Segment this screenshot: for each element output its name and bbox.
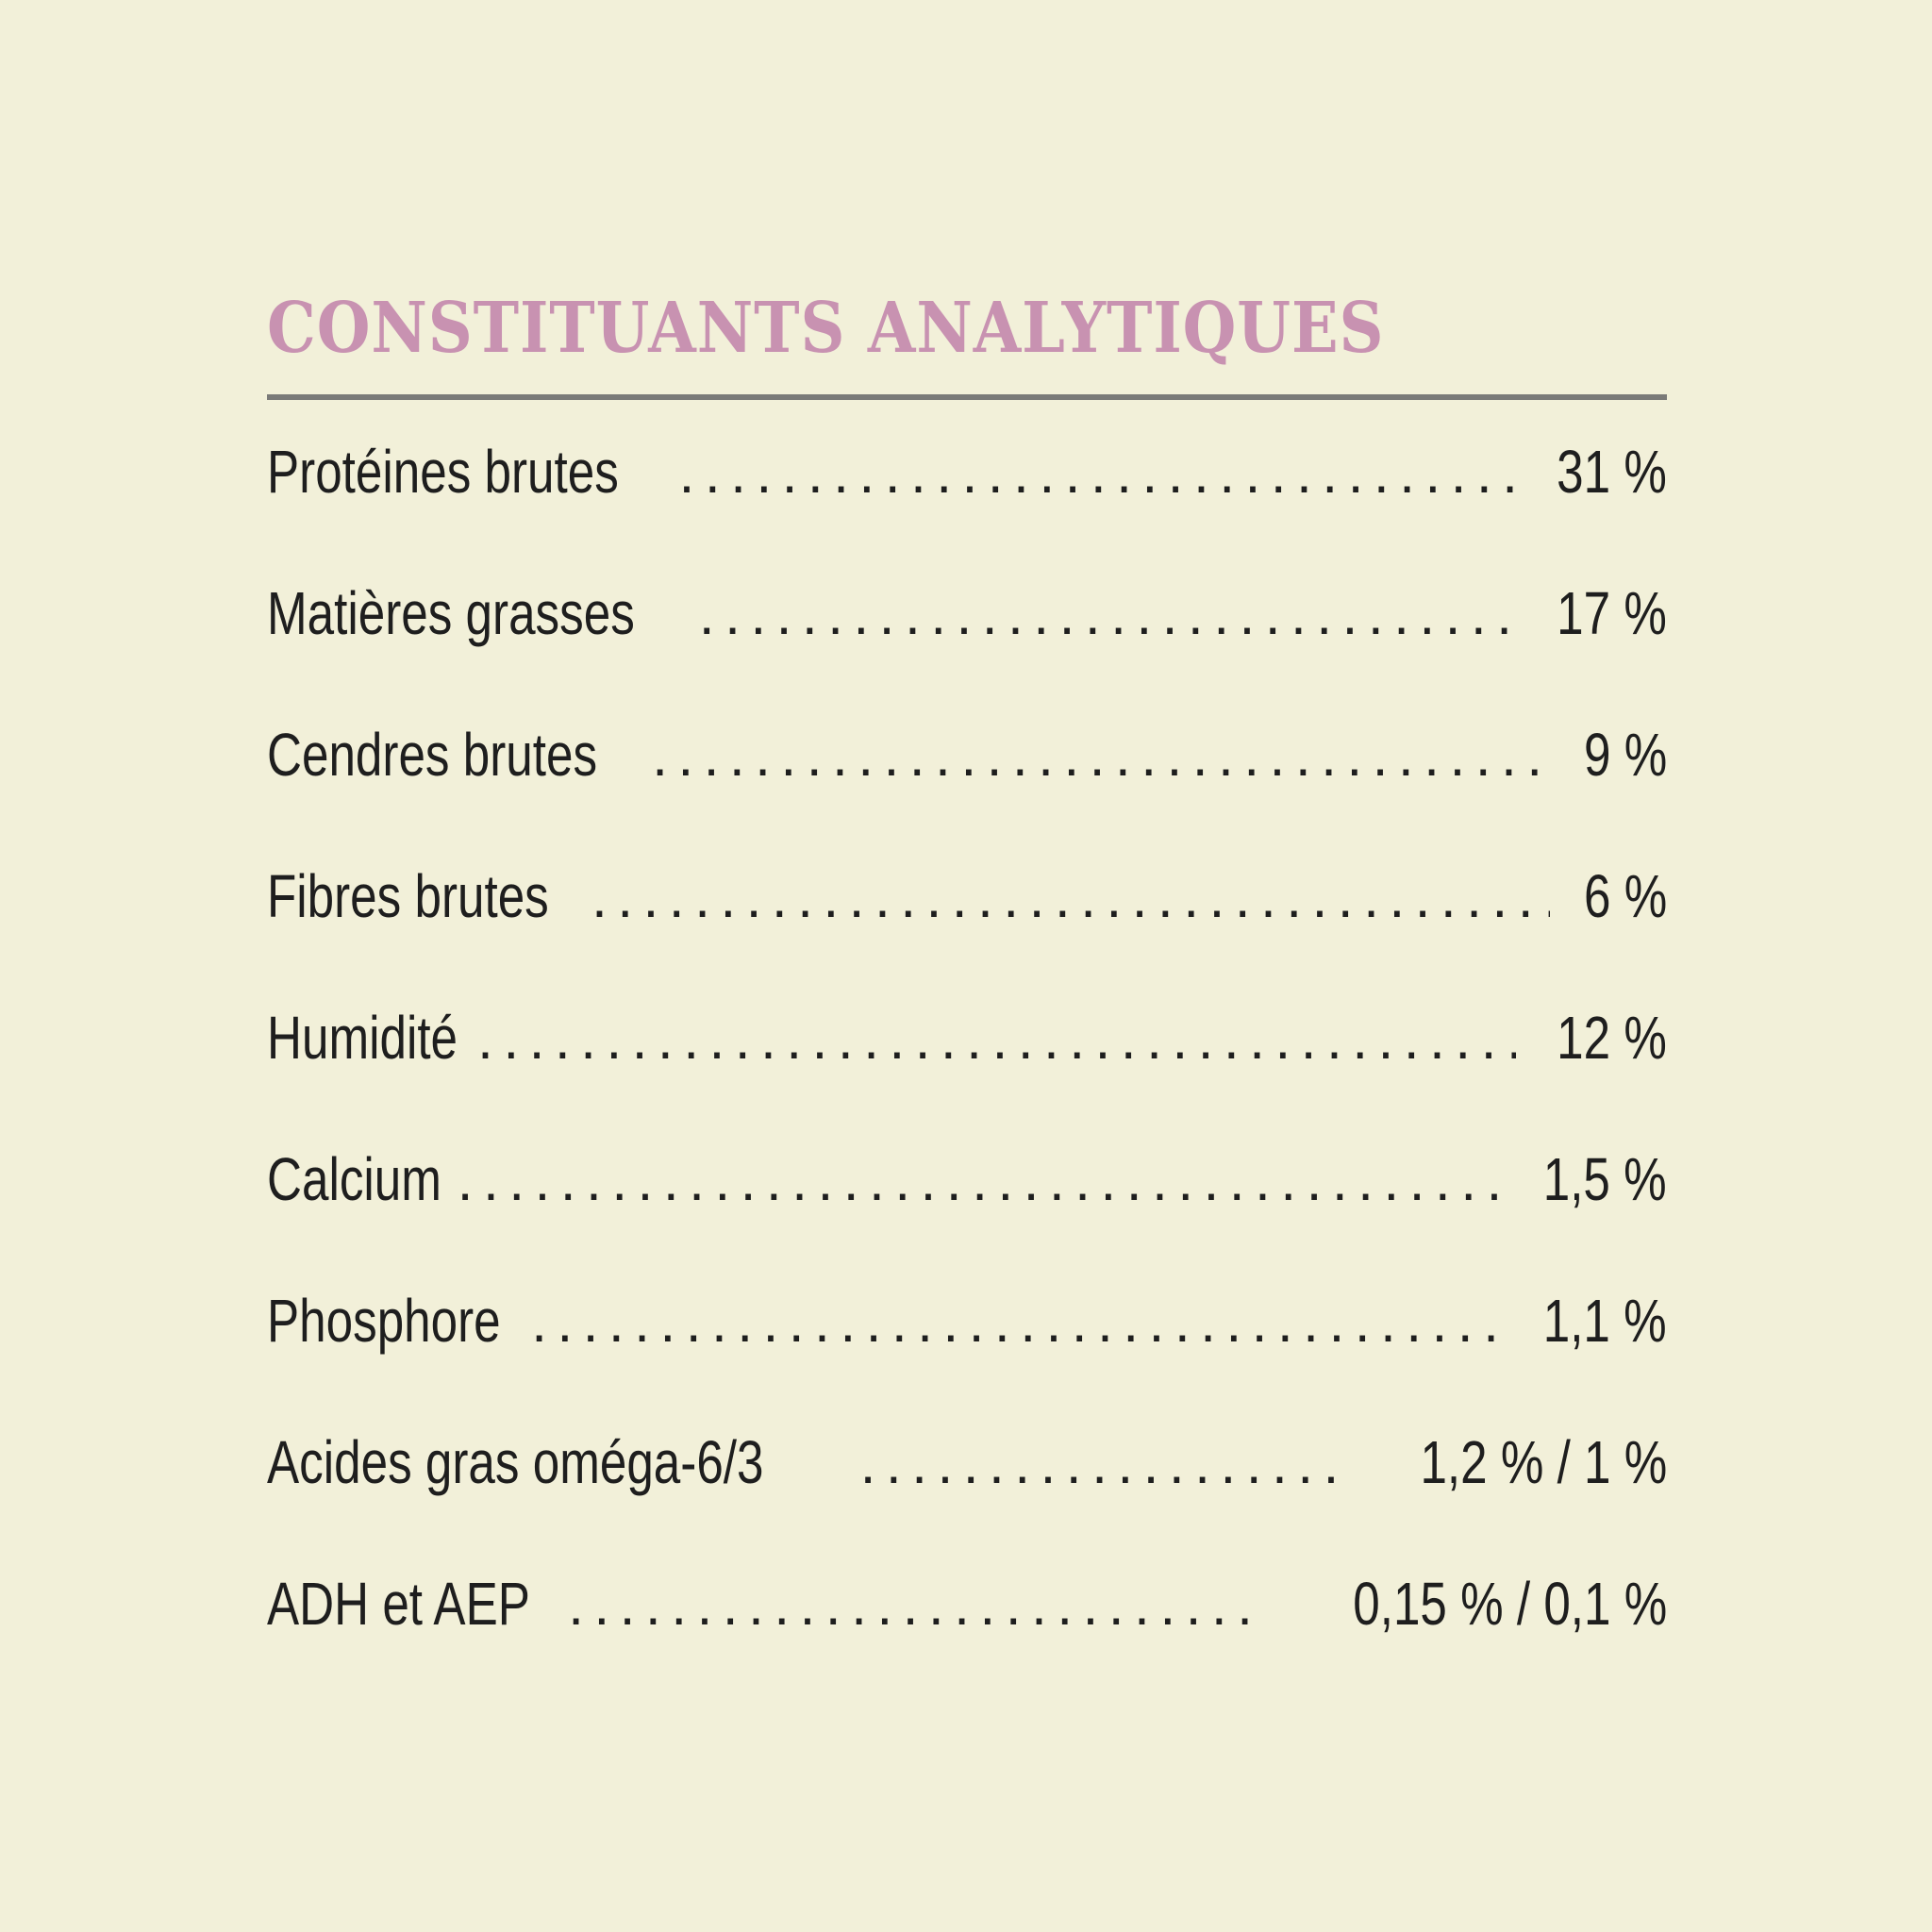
dot-leader: ........................................… [591, 866, 1550, 929]
constituent-value: 9 % [1583, 721, 1667, 789]
constituent-label: Fibres brutes [267, 862, 549, 930]
constituent-value: 0,15 % / 0,1 % [1353, 1570, 1667, 1638]
analytical-constituents-panel: CONSTITUANTS ANALYTIQUES Protéines brute… [267, 283, 1667, 1707]
title-underline [267, 394, 1667, 400]
constituent-label: ADH et AEP [267, 1570, 530, 1638]
dot-leader: ........................................… [652, 724, 1550, 788]
dot-leader: ........................................… [531, 1291, 1500, 1354]
constituent-value: 17 % [1557, 579, 1667, 647]
constituent-label: Phosphore [267, 1287, 501, 1355]
constituents-list: Protéines brutes .......................… [267, 434, 1667, 1707]
constituent-row: Calcium ................................… [267, 1141, 1667, 1283]
constituent-value: 12 % [1557, 1004, 1667, 1072]
constituent-row: Acides gras oméga-6/3 ..................… [267, 1424, 1667, 1566]
constituent-row: ADH et AEP .............................… [267, 1566, 1667, 1707]
constituent-label: Humidité [267, 1004, 458, 1072]
constituent-value: 1,5 % [1543, 1145, 1667, 1213]
constituent-row: Fibres brutes ..........................… [267, 858, 1667, 1000]
constituent-value: 1,1 % [1543, 1287, 1667, 1355]
dot-leader: ........................................… [678, 441, 1516, 505]
dot-leader: ........................................… [568, 1574, 1261, 1637]
constituent-label: Protéines brutes [267, 438, 619, 506]
constituent-value: 31 % [1557, 438, 1667, 506]
constituent-row: Cendres brutes .........................… [267, 717, 1667, 858]
dot-leader: ........................................… [477, 1008, 1516, 1071]
section-title: CONSTITUANTS ANALYTIQUES [267, 288, 1385, 369]
dot-leader: ........................................… [698, 583, 1516, 646]
constituent-label: Acides gras oméga-6/3 [267, 1428, 764, 1496]
dot-leader: ........................................… [457, 1149, 1500, 1212]
constituent-label: Matières grasses [267, 579, 635, 647]
constituent-row: Matières grasses .......................… [267, 575, 1667, 717]
constituent-row: Humidité ...............................… [267, 1000, 1667, 1141]
constituent-row: Phosphore ..............................… [267, 1283, 1667, 1424]
constituent-value: 6 % [1583, 862, 1667, 930]
constituent-row: Protéines brutes .......................… [267, 434, 1667, 575]
constituent-label: Calcium [267, 1145, 441, 1213]
dot-leader: ........................................… [859, 1432, 1345, 1495]
constituent-label: Cendres brutes [267, 721, 598, 789]
constituent-value: 1,2 % / 1 % [1420, 1428, 1667, 1496]
